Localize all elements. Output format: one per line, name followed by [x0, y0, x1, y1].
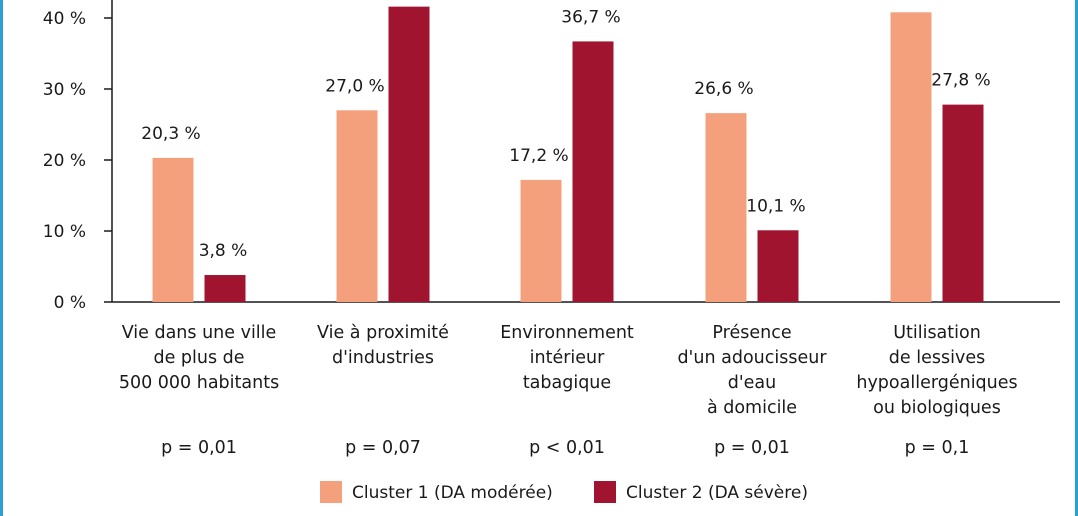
bar-2	[757, 230, 799, 302]
y-tick-label: 30 %	[43, 80, 86, 100]
bar-1	[152, 157, 194, 302]
y-tick-label: 0 %	[54, 293, 86, 313]
data-label: 17,2 %	[509, 146, 568, 166]
category-label-line: 500 000 habitants	[119, 373, 279, 393]
legend-label-2: Cluster 2 (DA sévère)	[626, 483, 808, 503]
data-label: 10,1 %	[746, 196, 805, 216]
category-label: Vie à proximité d'industries	[317, 323, 449, 368]
category-label: Présence d'un adoucisseur d'eau à domicile	[677, 323, 827, 418]
category-label-line: d'eau	[728, 373, 777, 393]
data-label: 27,8 %	[931, 71, 990, 91]
bar-1	[890, 12, 932, 302]
category-label-line: tabagique	[523, 373, 611, 393]
bar-1	[705, 113, 747, 302]
p-value-label: p = 0,01	[161, 438, 237, 458]
category-label-line: d'un adoucisseur	[677, 348, 827, 368]
data-label: 3,8 %	[199, 241, 248, 261]
category-label-line: de plus de	[153, 348, 244, 368]
data-label: 26,6 %	[694, 79, 753, 99]
y-tick-label: 20 %	[43, 151, 86, 171]
category-label-line: Vie dans une ville	[122, 323, 277, 343]
category-label-line: de lessives	[889, 348, 985, 368]
legend-swatch-2	[594, 481, 616, 503]
category-label-line: Présence	[712, 323, 791, 343]
category-label-line: intérieur	[530, 348, 605, 368]
category-label-line: à domicile	[707, 398, 797, 418]
bar-1	[520, 179, 562, 302]
category-label-line: d'industries	[332, 348, 434, 368]
bar-2	[388, 6, 430, 302]
category-label-line: Environnement	[500, 323, 634, 343]
y-tick-label: 40 %	[43, 9, 86, 29]
category-label: Environnement intérieur tabagique	[500, 323, 634, 393]
p-value-label: p = 0,01	[714, 438, 790, 458]
category-label-line: Vie à proximité	[317, 323, 449, 343]
category-label-line: Utilisation	[893, 323, 981, 343]
legend-swatch-1	[320, 481, 342, 503]
p-value-label: p < 0,01	[529, 438, 605, 458]
data-label: 36,7 %	[561, 7, 620, 27]
data-label: 27,0 %	[325, 76, 384, 96]
data-label: 20,3 %	[141, 124, 200, 144]
bar-1	[336, 110, 378, 302]
bar-2	[942, 104, 984, 303]
y-tick-label: 10 %	[43, 222, 86, 242]
legend-label-1: Cluster 1 (DA modérée)	[352, 483, 553, 503]
category-label-line: ou biologiques	[873, 398, 1001, 418]
p-value-label: p = 0,07	[345, 438, 421, 458]
bar-2	[204, 275, 246, 302]
category-label: Vie dans une ville de plus de 500 000 habi…	[119, 323, 279, 393]
p-value-label: p = 0,1	[905, 438, 970, 458]
category-label: Utilisation de lessives hypoallergéniques o…	[856, 323, 1017, 418]
category-label-line: hypoallergéniques	[856, 373, 1017, 393]
bar-2	[572, 41, 614, 303]
